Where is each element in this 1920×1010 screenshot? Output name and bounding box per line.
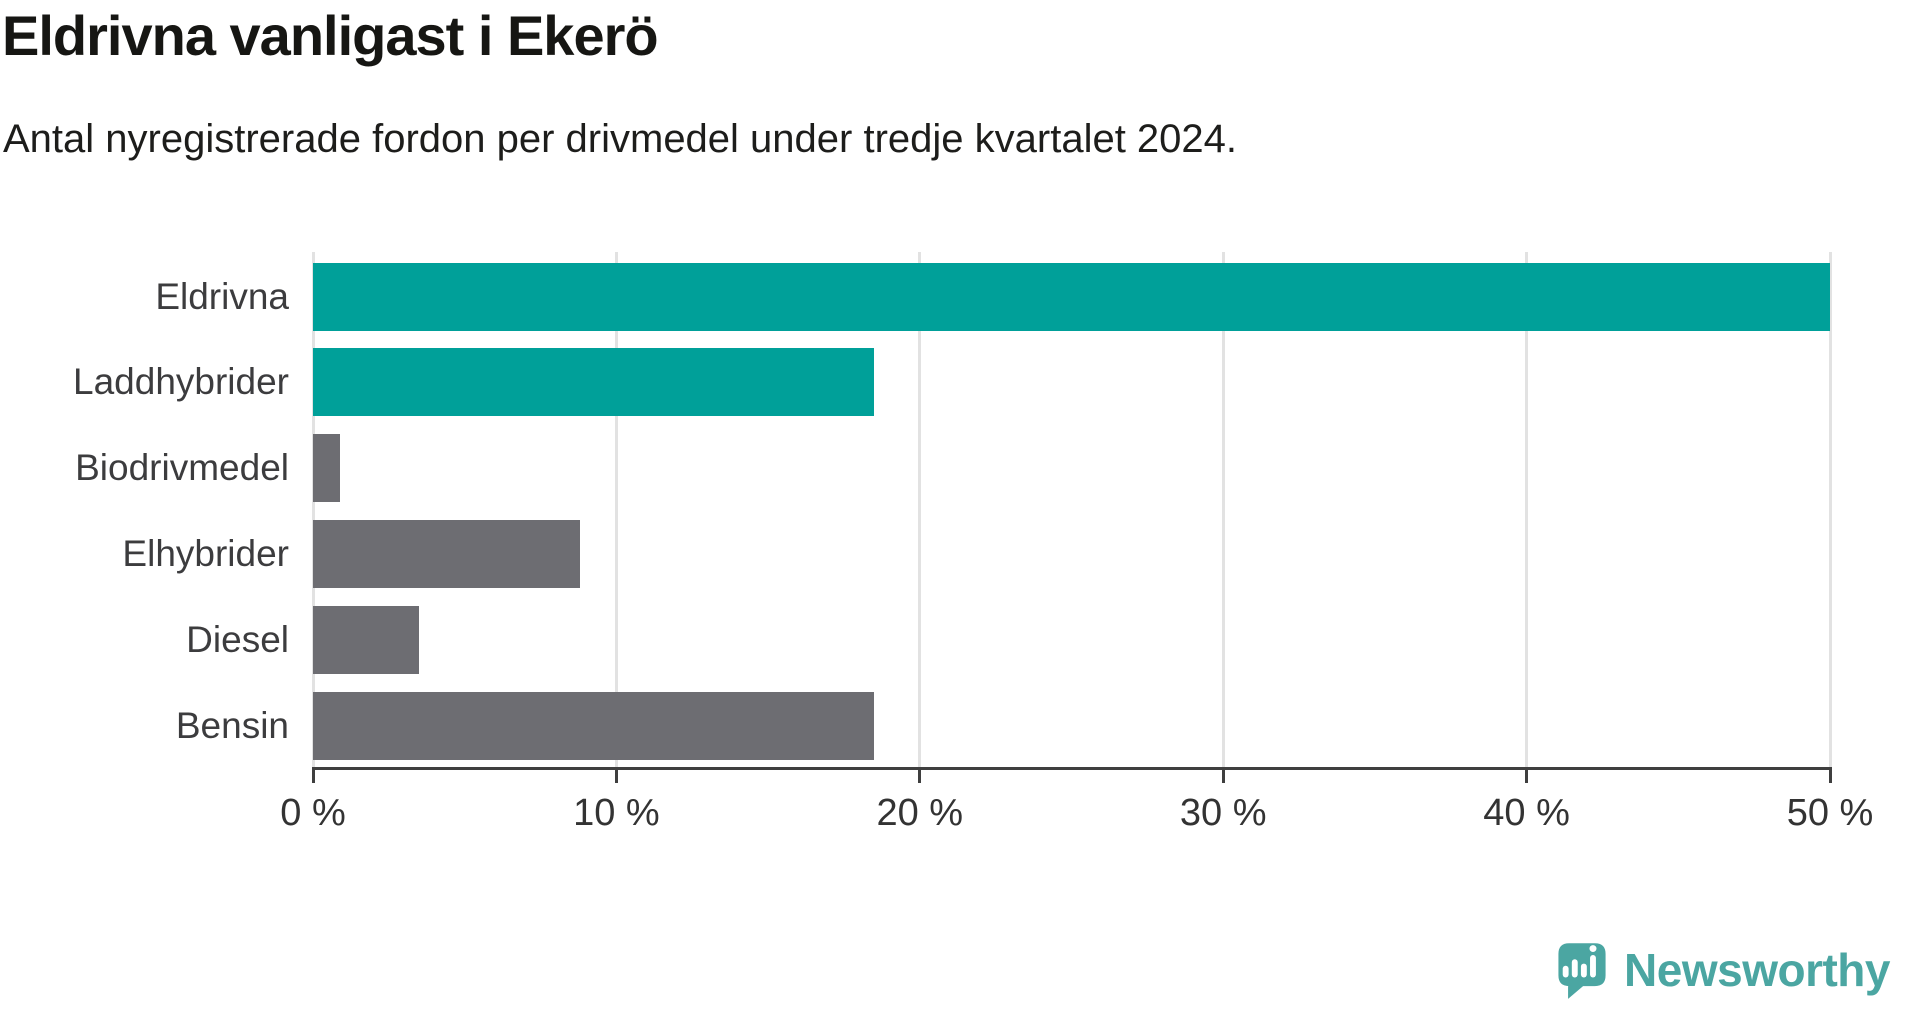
- newsworthy-logo: Newsworthy: [1555, 940, 1890, 1000]
- bar-diesel: [313, 605, 420, 674]
- x-axis-tick-label-50: 50 %: [1786, 792, 1874, 834]
- category-label-diesel: Diesel: [186, 618, 289, 660]
- x-axis-tick-30: [1221, 767, 1225, 783]
- bar-chart-plot-area: 0 % 10 % 20 % 30 % 40 % 50 % Eldrivna Laddhybri…: [73, 252, 1873, 834]
- gridline-30: [1221, 252, 1225, 767]
- bar-elhybrider: [313, 519, 580, 588]
- x-axis-tick-10: [614, 767, 618, 783]
- x-axis-tick-0: [311, 767, 315, 783]
- newsworthy-logo-icon: [1558, 943, 1606, 999]
- x-axis-tick-label-40: 40 %: [1483, 792, 1570, 834]
- x-axis-tick-20: [918, 767, 922, 783]
- x-axis-tick-40: [1525, 767, 1529, 783]
- category-label-laddhybrider: Laddhybrider: [73, 361, 289, 403]
- x-axis-tick-50: [1828, 767, 1832, 783]
- gridline-10: [614, 252, 618, 767]
- x-axis-tick-label-0: 0 %: [280, 792, 346, 834]
- chart-subtitle: Antal nyregistrerade fordon per drivmede…: [3, 117, 1238, 161]
- gridline-50: [1828, 252, 1832, 767]
- bar-laddhybrider: [313, 348, 875, 417]
- category-label-eldrivna: Eldrivna: [155, 275, 289, 317]
- gridline-20: [918, 252, 922, 767]
- bar-eldrivna: [313, 262, 1830, 331]
- category-label-elhybrider: Elhybrider: [122, 532, 289, 574]
- bar-bensin: [313, 691, 875, 760]
- x-axis-tick-label-20: 20 %: [876, 792, 964, 834]
- gridline-0: [311, 252, 315, 767]
- chart-title: Eldrivna vanligast i Ekerö: [2, 4, 659, 67]
- category-label-biodrivmedel: Biodrivmedel: [75, 447, 289, 489]
- newsworthy-logo-text: Newsworthy: [1624, 944, 1890, 996]
- x-axis-tick-label-30: 30 %: [1179, 792, 1267, 834]
- x-axis-tick-label-10: 10 %: [573, 792, 660, 834]
- category-label-bensin: Bensin: [175, 704, 289, 746]
- gridline-40: [1525, 252, 1529, 767]
- bar-biodrivmedel: [313, 434, 341, 503]
